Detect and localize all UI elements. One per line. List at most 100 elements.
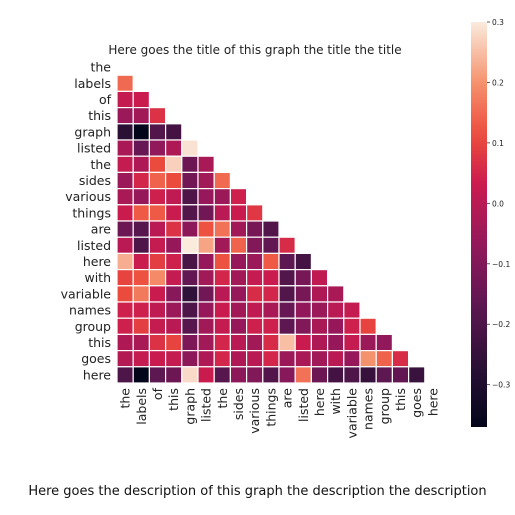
heatmap-cell-16-15 [359,317,377,336]
heatmap-cell-12-6 [213,252,231,271]
heatmap-cell-18-4 [181,350,199,368]
heatmap-cell-17-4 [181,333,199,352]
heatmap-cell-11-6 [213,236,231,254]
colorbar-tick-label: 0.2 [492,78,504,87]
heatmap-cell-14-2 [148,285,167,303]
heatmap-cell-3-1 [132,106,150,125]
x-tick-label: with [328,388,343,415]
heatmap-cell-15-5 [197,301,215,319]
x-tick-label: things [263,388,278,427]
heatmap-cell-11-1 [132,236,150,254]
heatmap-cell-12-10 [278,252,296,271]
heatmap-cell-12-7 [229,252,248,271]
heatmap-cell-18-2 [148,350,167,368]
heatmap-cell-13-4 [181,269,199,287]
heatmap-cell-13-1 [132,269,150,287]
y-tick-label: listed [77,141,111,156]
heatmap-cell-17-11 [294,333,313,352]
heatmap-cell-12-8 [246,252,264,271]
heatmap-cell-19-8 [246,366,264,384]
x-tick-label: here [312,388,327,416]
heatmap-cell-9-8 [246,204,264,222]
heatmap-cell-6-4 [181,155,199,173]
heatmap-cell-16-1 [132,317,150,336]
heatmap-cell-12-3 [165,252,183,271]
heatmap-cell-11-5 [197,236,215,254]
heatmap-cell-18-15 [359,350,377,368]
heatmap-cell-12-5 [197,252,215,271]
heatmap-cell-16-0 [116,317,134,336]
heatmap-cell-16-14 [343,317,361,336]
heatmap-cell-8-5 [197,188,215,206]
heatmap-cell-15-14 [343,301,361,319]
heatmap-cell-15-9 [262,301,280,319]
y-tick-labels: thelabelsofthisgraphlistedthesidesvariou… [61,60,112,383]
heatmap-cell-6-1 [132,155,150,173]
colorbar: 0.3 0.2 0.1 0.0 −0.1 −0.2 −0.3 [471,18,510,427]
heatmap-cell-18-11 [294,350,313,368]
heatmap-cell-9-3 [165,204,183,222]
x-tick-labels: the labels of this graph listed the sides variou… [118,387,441,438]
heatmap-cell-10-2 [148,220,167,238]
heatmap-cell-15-8 [246,301,264,319]
colorbar-tick-label: 0.1 [492,139,504,148]
heatmap-cell-17-10 [278,333,296,352]
heatmap-cell-19-6 [213,366,231,384]
heatmap-cell-15-4 [181,301,199,319]
heatmap-cell-12-11 [294,252,313,271]
heatmap-cell-18-17 [391,350,410,368]
heatmap-cell-7-5 [197,171,215,190]
heatmap-cell-16-10 [278,317,296,336]
heatmap-cell-12-9 [262,252,280,271]
y-tick-label: goes [81,351,111,366]
colorbar-gradient [471,22,487,427]
heatmap-cell-6-0 [116,155,134,173]
heatmap-cell-7-1 [132,171,150,190]
heatmap-cell-19-3 [165,366,183,384]
heatmap-cell-17-16 [375,333,394,352]
y-tick-label: here [83,254,111,269]
heatmap-cell-14-6 [213,285,231,303]
heatmap-cell-10-9 [262,220,280,238]
x-tick-label: labels [134,388,149,425]
heatmap-cell-10-0 [116,220,134,238]
heatmap-cell-3-2 [148,106,167,125]
colorbar-tick-label: −0.1 [492,260,510,269]
heatmap-cell-17-13 [327,333,345,352]
heatmap-cell-18-10 [278,350,296,368]
heatmap-cell-19-1 [132,366,150,384]
heatmap-cell-17-8 [246,333,264,352]
heatmap-cell-8-6 [213,188,231,206]
x-tick-label: sides [231,388,246,420]
heatmap-cell-3-0 [116,106,134,125]
y-tick-label: here [83,367,111,382]
heatmap-cell-4-3 [165,123,183,141]
heatmap-cell-16-9 [262,317,280,336]
x-tick-label: graph [182,388,197,425]
heatmap-cell-9-2 [148,204,167,222]
heatmap-cell-5-0 [116,139,134,157]
heatmap-cell-15-6 [213,301,231,319]
heatmap-cell-17-9 [262,333,280,352]
x-tick-label: listed [199,388,214,422]
heatmap-cell-10-5 [197,220,215,238]
x-tick-label: are [280,388,295,409]
heatmap-cell-19-9 [262,366,280,384]
heatmap-cell-15-10 [278,301,296,319]
heatmap-cell-19-15 [359,366,377,384]
heatmap-cell-13-2 [148,269,167,287]
y-tick-label: this [88,335,111,350]
heatmap-cell-7-4 [181,171,199,190]
heatmap-cell-8-0 [116,188,134,206]
heatmap-cell-15-11 [294,301,313,319]
colorbar-tick-label: 0.0 [492,199,504,208]
heatmap-cell-8-2 [148,188,167,206]
chart-title: Here goes the title of this graph the ti… [108,43,401,57]
heatmap-cell-11-2 [148,236,167,254]
heatmap-cell-4-0 [116,123,134,141]
x-tick-label: this [166,388,181,411]
heatmap-cell-17-0 [116,333,134,352]
y-tick-label: the [90,60,111,75]
y-tick-label: this [88,108,111,123]
